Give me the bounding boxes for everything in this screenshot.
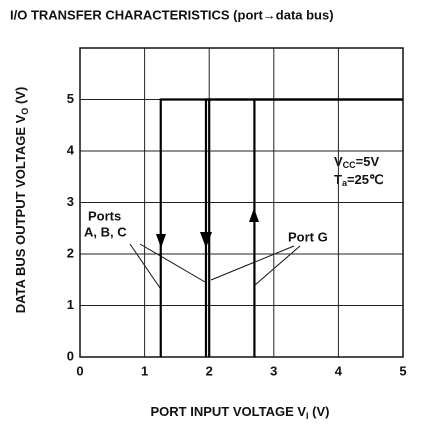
chart-title: I/O TRANSFER CHARACTERISTICS (port→data … xyxy=(10,7,334,22)
plot-frame xyxy=(79,47,404,358)
x-tick-label: 4 xyxy=(335,363,343,378)
x-label-sub: I xyxy=(306,411,309,421)
annotation: Ports xyxy=(88,208,121,223)
x-label-main: PORT INPUT VOLTAGE V xyxy=(151,404,307,419)
y-tick-label: 0 xyxy=(67,348,74,363)
arrows xyxy=(156,208,259,248)
x-tick-label: 0 xyxy=(76,363,83,378)
y-tick-label: 2 xyxy=(67,245,74,260)
leader-line xyxy=(254,245,301,286)
x-tick-label: 2 xyxy=(206,363,213,378)
annotation: Ta=25℃ xyxy=(334,172,384,188)
leader-line xyxy=(210,245,295,281)
leader-lines xyxy=(129,243,301,289)
leader-line xyxy=(139,243,206,283)
series-line xyxy=(159,98,403,357)
ta-sub: a xyxy=(342,178,348,188)
vcc-rest: =5V xyxy=(356,154,380,169)
vcc-sub: CC xyxy=(343,160,356,170)
series-line xyxy=(204,98,403,357)
x-tick-label: 5 xyxy=(399,363,406,378)
y-label-sub: O xyxy=(20,108,30,115)
y-tick-label: 3 xyxy=(67,194,74,209)
y-tick-label: 5 xyxy=(67,91,74,106)
annotation: VCC=5V xyxy=(334,154,379,170)
y-tick-label: 4 xyxy=(67,142,75,157)
x-label-unit: (V) xyxy=(309,404,330,419)
x-tick-label: 1 xyxy=(141,363,148,378)
annotation: Port G xyxy=(288,229,328,244)
x-tick-label: 3 xyxy=(270,363,277,378)
y-tick-label: 1 xyxy=(67,297,74,312)
y-label-main: DATA BUS OUTPUT VOLTAGE V xyxy=(13,114,28,313)
x-axis-label: PORT INPUT VOLTAGE VI (V) xyxy=(151,404,330,421)
ta-rest: =25℃ xyxy=(347,172,384,187)
y-label-unit: (V) xyxy=(13,87,28,108)
y-axis-label: DATA BUS OUTPUT VOLTAGE VO (V) xyxy=(13,87,30,314)
annotation: A, B, C xyxy=(84,224,127,239)
